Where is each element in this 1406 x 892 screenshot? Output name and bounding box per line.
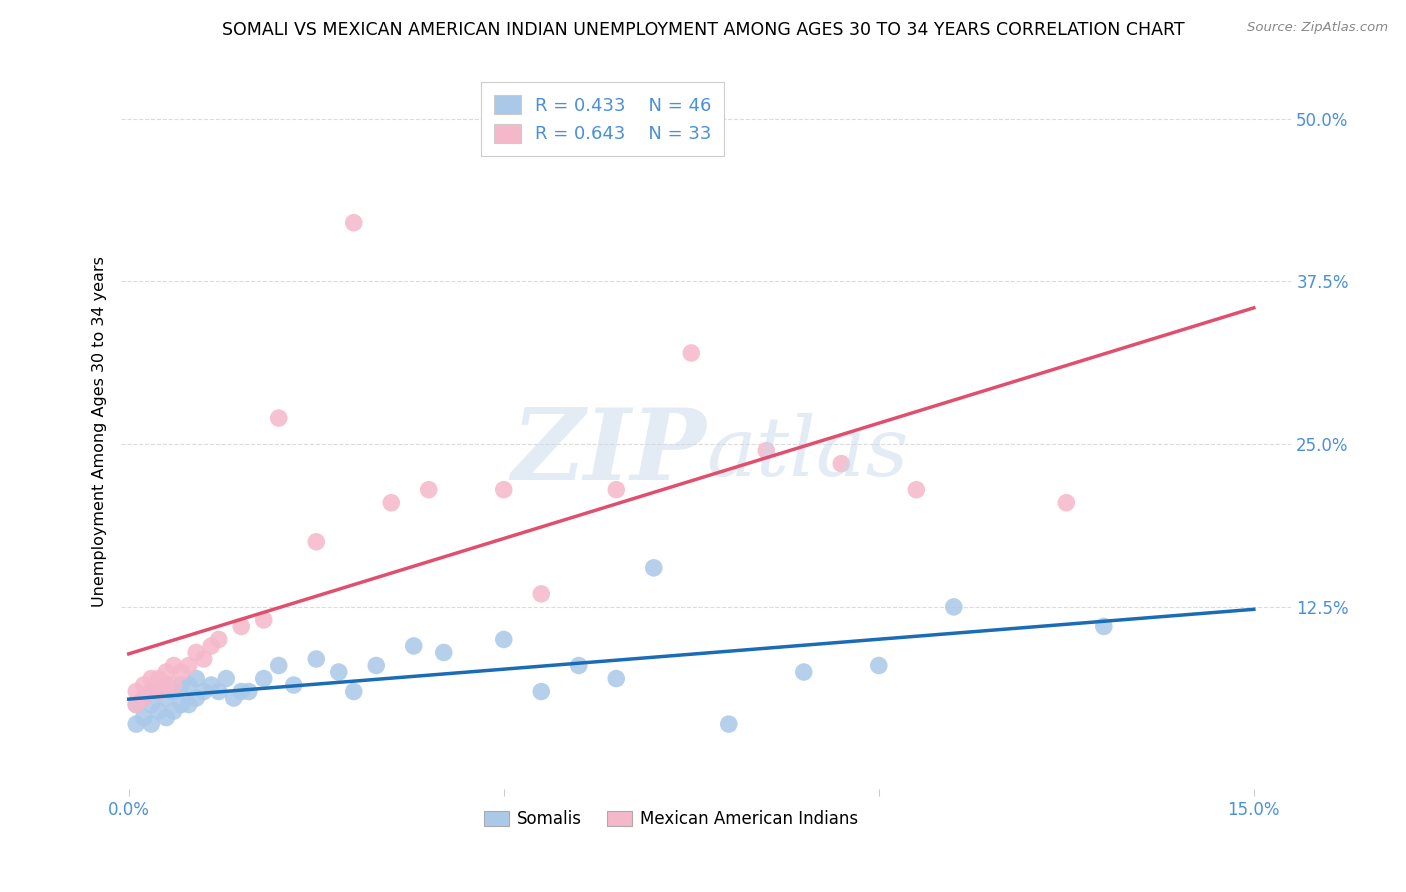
Point	[380, 496, 402, 510]
Point	[125, 698, 148, 712]
Point	[755, 443, 778, 458]
Point	[193, 652, 215, 666]
Point	[267, 658, 290, 673]
Point	[163, 658, 186, 673]
Point	[208, 684, 231, 698]
Point	[305, 534, 328, 549]
Point	[366, 658, 388, 673]
Point	[125, 698, 148, 712]
Point	[177, 658, 200, 673]
Text: ZIP: ZIP	[512, 404, 706, 500]
Point	[231, 684, 253, 698]
Point	[132, 710, 155, 724]
Point	[163, 684, 186, 698]
Point	[148, 684, 170, 698]
Point	[125, 684, 148, 698]
Point	[717, 717, 740, 731]
Point	[231, 619, 253, 633]
Point	[222, 691, 245, 706]
Point	[141, 672, 163, 686]
Point	[492, 632, 515, 647]
Point	[253, 613, 276, 627]
Point	[148, 704, 170, 718]
Y-axis label: Unemployment Among Ages 30 to 34 years: Unemployment Among Ages 30 to 34 years	[93, 256, 107, 607]
Point	[155, 678, 177, 692]
Point	[402, 639, 425, 653]
Point	[141, 717, 163, 731]
Point	[643, 561, 665, 575]
Point	[418, 483, 440, 497]
Point	[267, 411, 290, 425]
Point	[343, 216, 366, 230]
Point	[433, 645, 456, 659]
Point	[605, 672, 627, 686]
Point	[200, 678, 222, 692]
Point	[305, 652, 328, 666]
Text: atlas: atlas	[706, 413, 908, 492]
Point	[132, 678, 155, 692]
Point	[170, 678, 193, 692]
Point	[193, 684, 215, 698]
Point	[942, 599, 965, 614]
Point	[186, 672, 208, 686]
Point	[163, 704, 186, 718]
Point	[253, 672, 276, 686]
Point	[793, 665, 815, 679]
Point	[148, 672, 170, 686]
Point	[868, 658, 890, 673]
Point	[238, 684, 260, 698]
Point	[492, 483, 515, 497]
Point	[1092, 619, 1115, 633]
Point	[905, 483, 928, 497]
Legend: Somalis, Mexican American Indians: Somalis, Mexican American Indians	[477, 804, 865, 835]
Point	[155, 710, 177, 724]
Point	[170, 698, 193, 712]
Point	[177, 698, 200, 712]
Point	[177, 678, 200, 692]
Point	[186, 691, 208, 706]
Point	[170, 665, 193, 679]
Point	[208, 632, 231, 647]
Point	[132, 691, 155, 706]
Point	[343, 684, 366, 698]
Point	[141, 698, 163, 712]
Point	[186, 645, 208, 659]
Point	[328, 665, 350, 679]
Point	[125, 717, 148, 731]
Point	[163, 678, 186, 692]
Point	[1054, 496, 1077, 510]
Point	[155, 678, 177, 692]
Point	[155, 665, 177, 679]
Point	[681, 346, 703, 360]
Point	[605, 483, 627, 497]
Point	[132, 691, 155, 706]
Point	[141, 684, 163, 698]
Point	[215, 672, 238, 686]
Point	[530, 587, 553, 601]
Point	[568, 658, 591, 673]
Text: Source: ZipAtlas.com: Source: ZipAtlas.com	[1247, 21, 1388, 34]
Point	[830, 457, 852, 471]
Point	[155, 691, 177, 706]
Point	[283, 678, 305, 692]
Point	[530, 684, 553, 698]
Point	[148, 684, 170, 698]
Point	[141, 684, 163, 698]
Text: SOMALI VS MEXICAN AMERICAN INDIAN UNEMPLOYMENT AMONG AGES 30 TO 34 YEARS CORRELA: SOMALI VS MEXICAN AMERICAN INDIAN UNEMPL…	[222, 21, 1184, 38]
Point	[200, 639, 222, 653]
